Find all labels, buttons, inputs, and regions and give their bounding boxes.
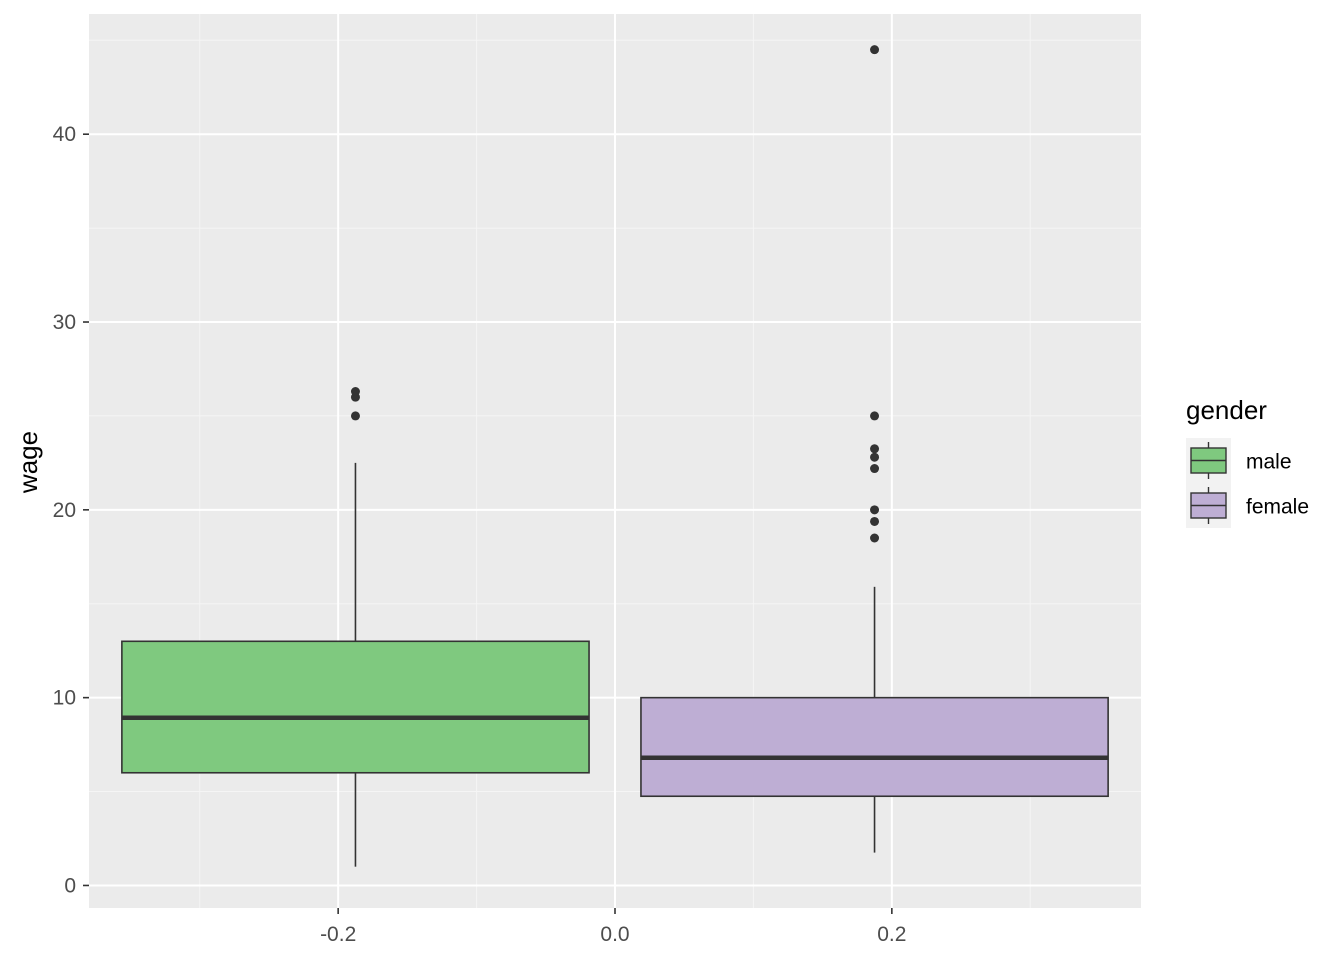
outlier-point [870, 444, 880, 454]
y-tick-label: 20 [53, 499, 76, 522]
outlier-point [870, 464, 880, 474]
legend: gender male female [1186, 395, 1309, 528]
outlier-point [350, 387, 360, 397]
outlier-point [870, 45, 880, 55]
box-series [121, 45, 1109, 867]
outlier-point [350, 411, 360, 421]
legend-keys: male female [1186, 438, 1309, 528]
y-tick-label: 10 [53, 687, 76, 710]
x-tick-label: -0.2 [320, 923, 356, 946]
x-axis: -0.2 0.0 0.2 [320, 908, 906, 946]
outlier-point [870, 452, 880, 462]
legend-title: gender [1186, 395, 1267, 425]
box-female [640, 45, 1109, 853]
x-tick-label: 0.2 [877, 923, 906, 946]
legend-label-female: female [1246, 496, 1309, 519]
legend-item-male: male [1186, 438, 1292, 483]
box-male [121, 387, 590, 867]
outlier-point [870, 505, 880, 515]
x-tick-label: 0.0 [600, 923, 629, 946]
y-tick-label: 0 [64, 874, 76, 897]
outlier-point [870, 516, 880, 526]
box-iqr [640, 696, 1109, 798]
y-axis: 0 10 20 30 40 [53, 123, 89, 897]
box-iqr [121, 640, 590, 774]
y-axis-title: wage [13, 431, 43, 494]
legend-item-female: female [1186, 483, 1309, 528]
y-tick-label: 40 [53, 123, 76, 146]
outlier-point [870, 533, 880, 543]
legend-label-male: male [1246, 451, 1292, 474]
outlier-point [870, 411, 880, 421]
y-tick-label: 30 [53, 311, 76, 334]
